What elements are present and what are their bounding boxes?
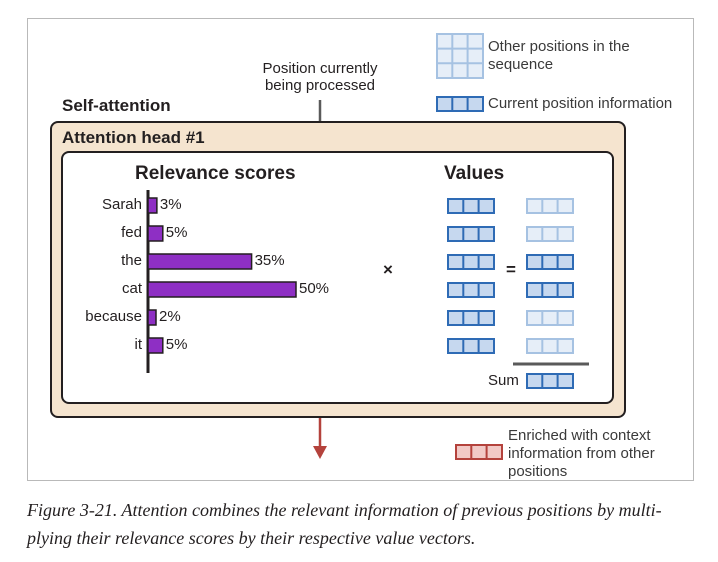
weighted-value-vector xyxy=(526,338,574,354)
current-position-legend-label: Current position information xyxy=(488,95,673,112)
relevance-value-label: 35% xyxy=(254,252,285,269)
caption-line2: plying their relevance scores by their r… xyxy=(27,528,476,548)
other-positions-legend-icon xyxy=(436,33,484,79)
value-vector xyxy=(447,338,495,354)
weighted-value-vector xyxy=(526,310,574,326)
relevance-bar-chart xyxy=(146,190,297,373)
relevance-category-label: the xyxy=(121,252,142,269)
other-positions-legend-line2: sequence xyxy=(488,56,554,73)
relevance-category-label: cat xyxy=(121,280,142,297)
sum-vector xyxy=(526,373,574,389)
value-vector xyxy=(447,310,495,326)
caption-line1: Figure 3-21. Attention combines the rele… xyxy=(27,500,662,520)
weighted-value-vector xyxy=(526,254,574,270)
output-arrow xyxy=(313,418,327,459)
position-note-line2: being processed xyxy=(264,77,376,94)
relevance-bar-the xyxy=(147,253,253,270)
relevance-bar-cat xyxy=(147,281,297,298)
equals-symbol: = xyxy=(506,260,516,279)
relevance-value-label: 2% xyxy=(159,308,181,325)
enriched-legend-line2: information from other xyxy=(508,445,655,462)
figure-caption: Figure 3-21. Attention combines the rele… xyxy=(27,496,697,552)
position-note-line1: Position currently xyxy=(262,60,378,77)
weighted-value-vector xyxy=(526,198,574,214)
relevance-value-label: 50% xyxy=(299,280,330,297)
figure-frame xyxy=(27,18,694,481)
value-vector xyxy=(447,226,495,242)
value-vectors xyxy=(447,198,589,389)
relevance-value-label: 5% xyxy=(165,224,188,241)
relevance-value-label: 5% xyxy=(165,336,188,353)
value-vector xyxy=(447,198,495,214)
enriched-legend-line1: Enriched with context xyxy=(508,427,651,444)
relevance-bar-Sarah xyxy=(147,197,158,214)
relevance-scores-heading: Relevance scores xyxy=(135,163,296,184)
weighted-value-vector xyxy=(526,226,574,242)
attention-head-label: Attention head #1 xyxy=(62,128,205,147)
relevance-category-label: because xyxy=(85,308,142,325)
sum-label: Sum xyxy=(488,372,519,389)
other-positions-legend-line1: Other positions in the xyxy=(488,38,630,55)
relevance-value-label: 3% xyxy=(159,196,182,213)
value-vector xyxy=(447,254,495,270)
position-note: Position currently being processed xyxy=(225,60,415,94)
enriched-legend-line3: positions xyxy=(508,463,568,480)
relevance-category-label: fed xyxy=(121,224,142,241)
self-attention-title: Self-attention xyxy=(62,96,171,115)
relevance-category-label: it xyxy=(134,336,143,353)
values-heading: Values xyxy=(444,163,505,184)
weighted-value-vector xyxy=(526,282,574,298)
current-position-legend-icon xyxy=(436,96,484,112)
multiply-symbol: × xyxy=(383,260,393,279)
relevance-category-label: Sarah xyxy=(101,196,142,213)
value-vector xyxy=(447,282,495,298)
relevance-bar-it xyxy=(147,337,164,354)
computation-panel xyxy=(61,151,614,404)
relevance-bar-fed xyxy=(147,225,164,242)
relevance-bar-because xyxy=(147,309,157,326)
enriched-legend-icon xyxy=(455,444,503,460)
